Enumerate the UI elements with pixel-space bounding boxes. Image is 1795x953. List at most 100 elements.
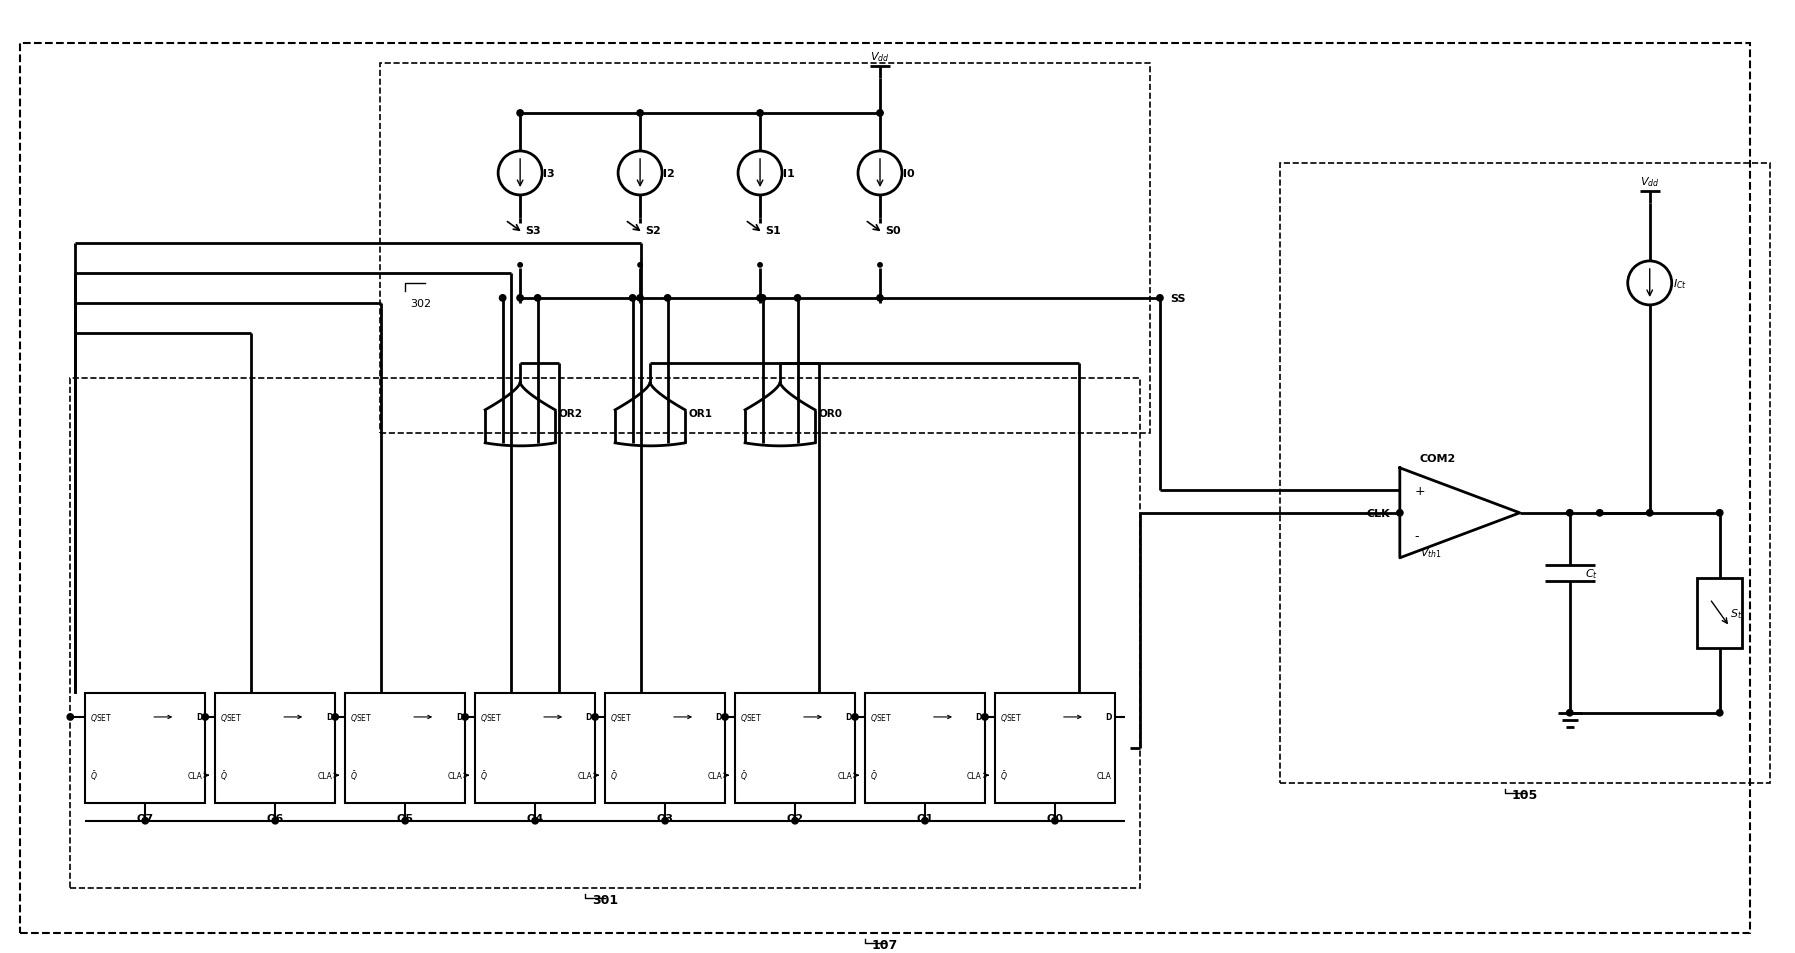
Bar	[215, 693, 336, 802]
Text: D: D	[327, 713, 332, 721]
Text: Q5: Q5	[397, 813, 413, 822]
Circle shape	[592, 714, 598, 720]
Circle shape	[795, 295, 801, 302]
Circle shape	[637, 111, 643, 117]
Circle shape	[499, 295, 506, 302]
Text: OR2: OR2	[558, 409, 582, 418]
Text: COM2: COM2	[1420, 454, 1456, 463]
Text: $\mathit{Q}$SET: $\mathit{Q}$SET	[479, 711, 503, 723]
Text: $\bar{Q}$: $\bar{Q}$	[871, 768, 878, 782]
Text: CLA: CLA	[578, 771, 592, 780]
Circle shape	[664, 295, 671, 302]
Text: CLK: CLK	[1366, 508, 1389, 518]
Bar	[994, 693, 1115, 802]
Text: Q6: Q6	[267, 813, 284, 822]
Circle shape	[876, 295, 883, 302]
Circle shape	[876, 111, 883, 117]
Text: CLA: CLA	[318, 771, 332, 780]
Text: Q7: Q7	[136, 813, 154, 822]
Bar	[1698, 578, 1743, 648]
Circle shape	[1052, 818, 1057, 824]
Bar	[476, 693, 596, 802]
Text: D: D	[1106, 713, 1111, 721]
Text: I0: I0	[903, 169, 915, 179]
Text: $\bar{Q}$: $\bar{Q}$	[479, 768, 488, 782]
Text: I2: I2	[662, 169, 675, 179]
Text: D: D	[716, 713, 722, 721]
Circle shape	[722, 714, 729, 720]
Circle shape	[1716, 710, 1723, 717]
Text: Q4: Q4	[526, 813, 544, 822]
Text: CLA: CLA	[836, 771, 853, 780]
Bar	[381, 64, 1151, 434]
Text: S0: S0	[885, 226, 901, 235]
Text: $V_{th1}$: $V_{th1}$	[1420, 546, 1441, 559]
Circle shape	[1567, 710, 1572, 717]
Bar	[70, 378, 1140, 888]
Text: Q2: Q2	[786, 813, 804, 822]
Circle shape	[142, 818, 149, 824]
Bar	[86, 693, 205, 802]
Circle shape	[759, 295, 766, 302]
Circle shape	[1716, 510, 1723, 517]
Circle shape	[757, 295, 763, 302]
Circle shape	[519, 263, 522, 268]
Circle shape	[461, 714, 468, 720]
Text: $\bar{Q}$: $\bar{Q}$	[610, 768, 617, 782]
Circle shape	[637, 295, 643, 302]
Text: S2: S2	[644, 226, 661, 235]
Circle shape	[662, 818, 668, 824]
Circle shape	[332, 714, 339, 720]
Text: +: +	[1414, 484, 1425, 497]
Bar	[736, 693, 854, 802]
Text: $C_t$: $C_t$	[1585, 566, 1598, 580]
Bar	[345, 693, 465, 802]
Text: $\mathit{Q}$SET: $\mathit{Q}$SET	[610, 711, 632, 723]
Text: CLA: CLA	[187, 771, 203, 780]
Text: $\mathit{Q}$SET: $\mathit{Q}$SET	[1000, 711, 1023, 723]
Text: $\bar{Q}$: $\bar{Q}$	[740, 768, 749, 782]
Text: I1: I1	[783, 169, 795, 179]
Text: 301: 301	[592, 893, 617, 906]
Circle shape	[757, 263, 763, 268]
Circle shape	[517, 111, 524, 117]
Circle shape	[878, 263, 881, 268]
Circle shape	[1596, 510, 1603, 517]
Text: D: D	[456, 713, 461, 721]
Text: $\bar{Q}$: $\bar{Q}$	[1000, 768, 1007, 782]
Circle shape	[630, 295, 635, 302]
Text: OR0: OR0	[819, 409, 842, 418]
Circle shape	[757, 111, 763, 117]
Circle shape	[1646, 510, 1653, 517]
Text: CLA: CLA	[447, 771, 461, 780]
Text: 105: 105	[1511, 788, 1538, 801]
Circle shape	[982, 714, 989, 720]
Text: $\bar{Q}$: $\bar{Q}$	[90, 768, 99, 782]
Text: Q1: Q1	[917, 813, 933, 822]
Text: $V_{dd}$: $V_{dd}$	[871, 50, 890, 64]
Text: CLA: CLA	[707, 771, 722, 780]
Text: Q0: Q0	[1046, 813, 1063, 822]
Circle shape	[1156, 295, 1163, 302]
Text: $\mathit{Q}$SET: $\mathit{Q}$SET	[350, 711, 373, 723]
Text: Q3: Q3	[657, 813, 673, 822]
Bar	[865, 693, 985, 802]
Text: $I_{Ct}$: $I_{Ct}$	[1673, 276, 1687, 291]
Text: SS: SS	[1170, 294, 1185, 304]
Text: $\mathit{Q}$SET: $\mathit{Q}$SET	[740, 711, 763, 723]
Text: D: D	[845, 713, 853, 721]
Text: $S_t$: $S_t$	[1730, 606, 1741, 620]
Circle shape	[792, 818, 799, 824]
Bar	[1280, 164, 1770, 783]
Text: I3: I3	[544, 169, 555, 179]
Text: 107: 107	[872, 938, 898, 951]
Polygon shape	[1400, 468, 1520, 558]
Circle shape	[853, 714, 858, 720]
Circle shape	[531, 818, 538, 824]
Text: $\bar{Q}$: $\bar{Q}$	[350, 768, 357, 782]
Text: $\mathit{Q}$SET: $\mathit{Q}$SET	[871, 711, 892, 723]
Text: $\mathit{Q}$SET: $\mathit{Q}$SET	[221, 711, 242, 723]
Circle shape	[273, 818, 278, 824]
Circle shape	[1567, 510, 1572, 517]
Text: $\mathit{Q}$SET: $\mathit{Q}$SET	[90, 711, 113, 723]
